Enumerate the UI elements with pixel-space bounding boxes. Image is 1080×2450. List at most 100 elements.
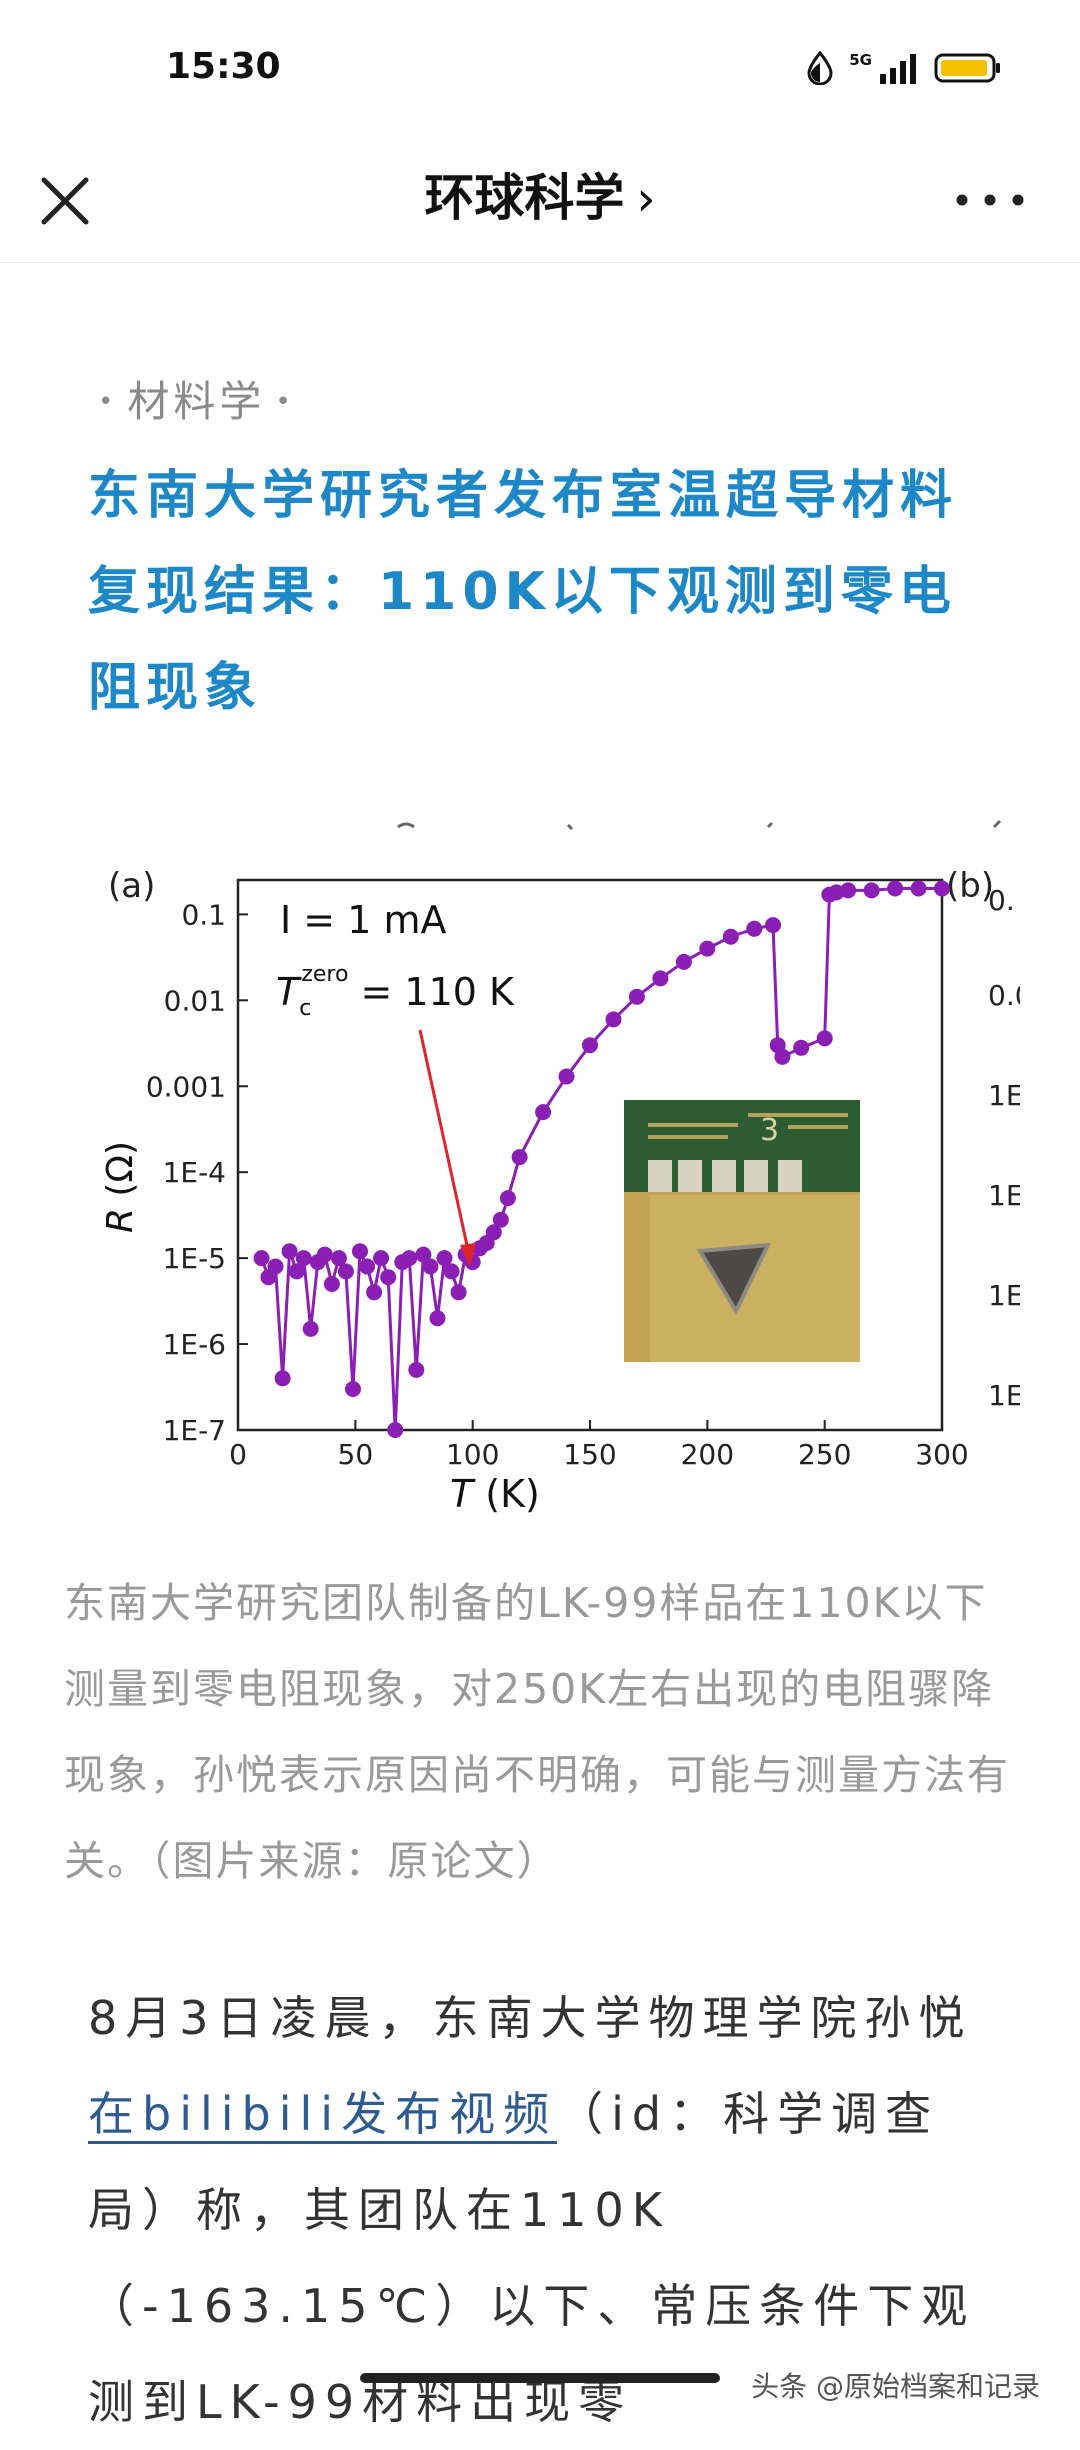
data-point: [605, 1011, 622, 1028]
data-point: [840, 882, 857, 899]
y-axis-symbol: R: [100, 1208, 141, 1233]
data-point: [722, 928, 739, 945]
y-tick-label: 0.001: [146, 1070, 226, 1103]
bilibili-video-link[interactable]: 在bilibili发布视频: [88, 2087, 558, 2144]
status-time: 15:30: [166, 46, 281, 87]
data-point: [628, 988, 645, 1005]
data-point: [863, 882, 880, 899]
paragraph-text-start: 8月3日凌晨，东南大学物理学院孙悦: [88, 1991, 973, 2045]
data-saver-icon: [807, 51, 833, 85]
data-point: [675, 953, 692, 970]
nav-bar: 环球科学 ›: [0, 140, 1080, 263]
data-point: [281, 1243, 298, 1260]
tc-subscript: c: [299, 996, 311, 1021]
data-point: [652, 970, 669, 987]
x-axis-symbol: T: [450, 1472, 476, 1516]
data-point: [323, 1276, 340, 1292]
right-panel-tick-label: 1E: [988, 1179, 1020, 1212]
data-point: [774, 1048, 791, 1065]
x-tick-label: 300: [915, 1438, 968, 1471]
status-icons: 5G: [807, 48, 1002, 88]
data-point: [295, 1250, 312, 1267]
data-point: [288, 1263, 305, 1280]
sample-photo-inset: 3: [624, 1100, 860, 1362]
data-point: [793, 1039, 810, 1056]
y-tick-label: 1E-7: [163, 1414, 226, 1447]
data-point: [373, 1250, 390, 1267]
y-tick-label: 1E-6: [163, 1328, 226, 1361]
right-panel-tick-label: 1E: [988, 1379, 1020, 1412]
data-point: [429, 1310, 446, 1327]
data-point: [499, 1190, 516, 1207]
data-point: [380, 1269, 397, 1286]
data-point: [492, 1211, 509, 1228]
data-point: [422, 1258, 439, 1275]
data-point: [436, 1250, 453, 1267]
battery-icon: [934, 53, 1000, 83]
data-point: [352, 1243, 368, 1260]
article-title: 东南大学研究者发布室温超导材料复现结果：110K以下观测到零电阻现象: [88, 466, 959, 718]
inset-label-3: 3: [760, 1113, 779, 1148]
data-point: [345, 1381, 361, 1397]
tc-superscript: zero: [301, 962, 348, 987]
article-category: • 材料学 •: [88, 368, 305, 429]
x-tick-label: 50: [338, 1438, 374, 1471]
data-point: [746, 920, 763, 937]
data-point: [582, 1037, 598, 1054]
data-point: [450, 1284, 467, 1301]
figure-caption: 东南大学研究团队制备的LK-99样品在110K以下测量到零电阻现象，对250K左…: [64, 1579, 1010, 1885]
account-title-button[interactable]: 环球科学 ›: [0, 158, 1080, 230]
y-tick-label: 1E-4: [163, 1156, 226, 1189]
right-panel-tick-label: 1E: [988, 1079, 1020, 1112]
data-point: [765, 917, 781, 934]
signal-strength-icon: [880, 54, 916, 84]
data-point: [558, 1068, 575, 1085]
tc-symbol: T: [276, 970, 302, 1014]
x-axis-unit: (K): [473, 1472, 540, 1516]
data-point: [302, 1320, 319, 1337]
category-dot-right: •: [275, 387, 295, 417]
current-annotation: I = 1 mA: [280, 898, 446, 942]
data-point: [253, 1250, 270, 1267]
data-point: [330, 1250, 347, 1267]
home-indicator[interactable]: [360, 2373, 720, 2383]
data-point: [366, 1284, 383, 1301]
x-tick-label: 0: [229, 1438, 247, 1471]
data-point: [934, 880, 950, 897]
more-options-icon[interactable]: [952, 180, 1028, 220]
resistance-chart: (a) (b) 3 0 50 100 150 200 250 300 0.1 0.01 0.001…: [100, 819, 1020, 1516]
account-name: 环球科学: [424, 169, 625, 227]
data-point: [359, 1258, 376, 1275]
data-point: [267, 1258, 284, 1275]
close-icon[interactable]: [36, 162, 112, 238]
y-tick-label: 0.1: [181, 898, 226, 931]
data-point: [535, 1104, 552, 1121]
x-tick-label: 150: [563, 1438, 616, 1471]
data-point: [887, 880, 904, 897]
source-watermark: 头条 @原始档案和记录: [751, 2370, 1040, 2403]
y-tick-label: 0.01: [164, 984, 226, 1017]
data-point: [337, 1263, 354, 1280]
article-figure: (a) (b) 3 0 50 100 150 200 250 300 0.1 0.01 0.001…: [88, 815, 1020, 1535]
panel-b-label: (b): [946, 866, 994, 906]
status-bar: 15:30 5G: [0, 0, 1080, 140]
right-panel-tick-label: 0.: [988, 884, 1015, 917]
data-point: [274, 1370, 291, 1387]
tc-arrow-line: [418, 1029, 470, 1251]
category-dot-left: •: [98, 387, 118, 417]
tc-arrow-head: [460, 1243, 476, 1267]
data-point: [316, 1246, 333, 1263]
x-tick-label: 250: [798, 1438, 851, 1471]
tc-annotation: Tc zero = 110 K: [276, 962, 515, 1021]
data-point: [816, 1030, 833, 1047]
data-point: [401, 1250, 418, 1267]
category-label: 材料学: [127, 377, 266, 426]
right-panel-tick-labels: 0. 0.0 1E 1E 1E 1E: [988, 884, 1020, 1412]
y-tick-label: 1E-5: [163, 1242, 226, 1275]
chevron-right-icon: ›: [636, 171, 656, 227]
right-panel-tick-label: 1E: [988, 1279, 1020, 1312]
y-axis-title: R (Ω): [100, 1141, 141, 1233]
network-type-label: 5G: [849, 51, 872, 69]
x-axis-title: T (K): [450, 1472, 540, 1516]
axis-ticks: 0 50 100 150 200 250 300 0.1 0.01 0.001 1E-4 1E-5 1E…: [146, 898, 969, 1471]
